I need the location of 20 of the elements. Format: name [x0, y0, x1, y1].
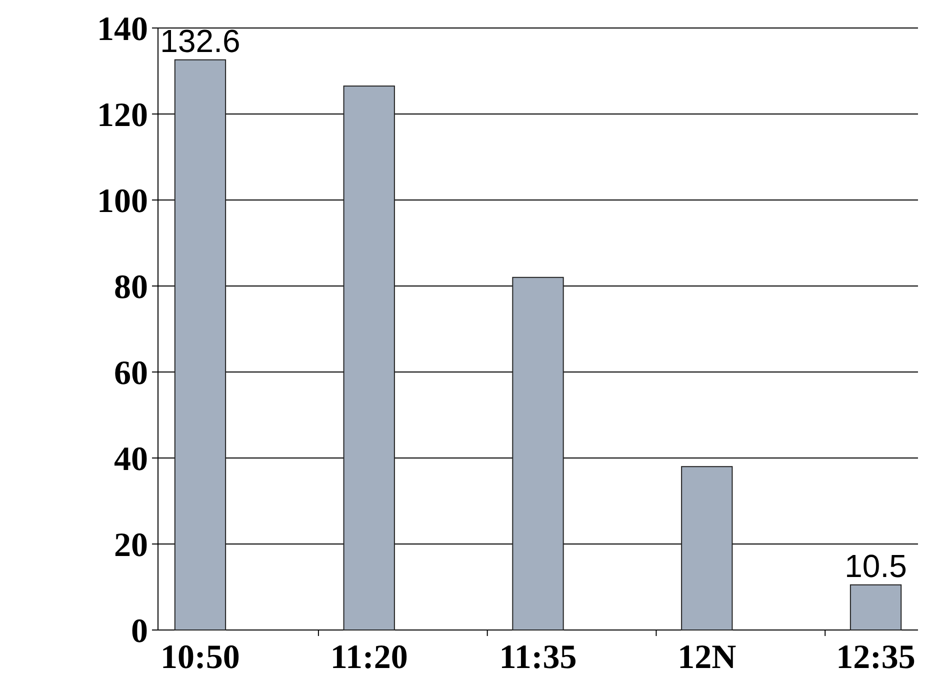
- x-tick-label: 12:35: [836, 639, 916, 676]
- bar: [681, 466, 733, 630]
- y-tick-label: 120: [97, 96, 148, 134]
- y-tick-label: 0: [131, 612, 148, 650]
- data-label: 132.6: [160, 22, 240, 59]
- data-label: 10.5: [844, 548, 907, 584]
- bar: [343, 86, 395, 630]
- y-tick-label: 140: [97, 10, 148, 48]
- x-tick-label: 12N: [678, 639, 737, 676]
- y-tick-label: 60: [114, 354, 148, 392]
- y-tick-label: 80: [114, 268, 148, 306]
- bar: [850, 584, 902, 630]
- x-tick-label: 10:50: [160, 639, 240, 676]
- y-tick-label: 100: [97, 182, 148, 220]
- bar: [512, 276, 564, 630]
- y-tick-label: 40: [114, 440, 148, 478]
- x-tick-label: 11:35: [499, 639, 577, 676]
- bar: [174, 59, 226, 630]
- y-tick-label: 20: [114, 526, 148, 564]
- x-tick-label: 11:20: [330, 639, 408, 676]
